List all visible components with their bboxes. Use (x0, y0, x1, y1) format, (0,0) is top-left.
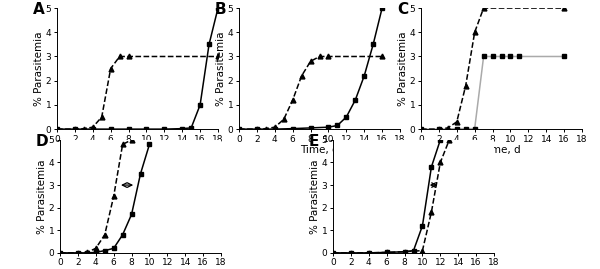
Text: A: A (33, 2, 44, 17)
Text: E: E (309, 134, 319, 149)
X-axis label: Time, d: Time, d (118, 145, 157, 155)
Text: D: D (36, 134, 49, 149)
Y-axis label: % Parasitemia: % Parasitemia (398, 31, 409, 106)
X-axis label: Time, d: Time, d (482, 145, 521, 155)
Text: C: C (397, 2, 408, 17)
Y-axis label: % Parasitemia: % Parasitemia (217, 31, 226, 106)
Text: B: B (215, 2, 226, 17)
Y-axis label: % Parasitemia: % Parasitemia (34, 31, 44, 106)
Y-axis label: % Parasitemia: % Parasitemia (37, 159, 47, 233)
X-axis label: Time, d: Time, d (300, 145, 339, 155)
Y-axis label: % Parasitemia: % Parasitemia (310, 159, 320, 233)
